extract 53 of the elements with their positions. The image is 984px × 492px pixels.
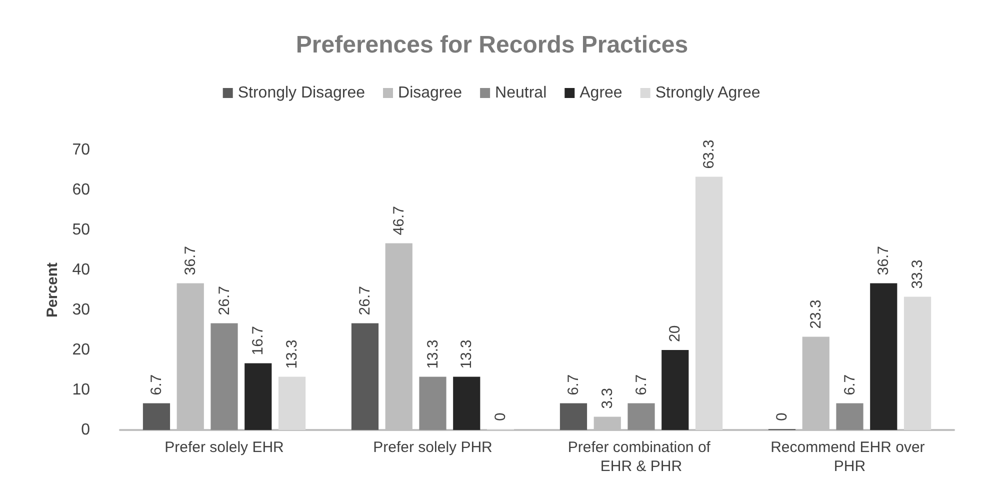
data-label: 0 (492, 412, 510, 421)
y-tick-label: 20 (72, 342, 90, 358)
data-label: 6.7 (148, 374, 165, 396)
bar (351, 323, 379, 430)
legend-label: Neutral (495, 84, 547, 102)
y-tick-label: 50 (72, 222, 90, 238)
data-label: 13.3 (424, 340, 442, 369)
bar (278, 376, 306, 430)
data-label: 16.7 (250, 326, 267, 356)
data-label: 13.3 (458, 340, 476, 369)
y-tick-label: 70 (72, 142, 90, 158)
y-tick-label: 40 (72, 262, 90, 278)
bar (904, 296, 932, 430)
data-label: 20 (666, 325, 684, 342)
data-label: 26.7 (216, 286, 233, 316)
data-label: 0 (773, 412, 790, 421)
x-tick-label: Prefer solely PHR (373, 439, 493, 456)
bar (244, 363, 272, 430)
data-label: 6.7 (841, 374, 858, 396)
bar (210, 323, 238, 430)
y-tick-label: 60 (72, 182, 90, 198)
bar (836, 403, 864, 430)
y-axis-title: Percent (44, 262, 61, 318)
data-label: 46.7 (390, 206, 408, 236)
bar (560, 403, 588, 430)
y-tick-label: 30 (72, 302, 90, 318)
data-label: 23.3 (807, 300, 824, 329)
legend-label: Agree (580, 84, 622, 102)
data-label: 63.3 (700, 140, 718, 169)
bar (453, 376, 480, 430)
data-label: 6.7 (632, 374, 650, 396)
data-label: 36.7 (182, 246, 199, 276)
data-label: 3.3 (598, 388, 616, 409)
bar (628, 403, 655, 430)
bar (870, 283, 898, 430)
bar (662, 350, 689, 430)
legend-label: Strongly Disagree (238, 84, 366, 102)
legend-label: Strongly Agree (655, 84, 760, 102)
data-label: 6.7 (564, 374, 582, 396)
bar (142, 403, 170, 430)
x-tick-label: Prefer combination of EHR & PHR (568, 439, 715, 475)
legend-label: Disagree (398, 84, 462, 102)
data-label: 33.3 (909, 260, 926, 289)
y-tick-label: 10 (72, 382, 90, 398)
x-tick-label: Recommend EHR over PHR (770, 439, 929, 475)
x-tick-label: Prefer solely EHR (164, 439, 284, 456)
y-tick-label: 0 (81, 422, 90, 438)
bar (695, 176, 723, 430)
data-label: 36.7 (875, 246, 892, 276)
bar (419, 376, 446, 430)
data-label: 26.7 (356, 286, 374, 316)
data-label: 13.3 (284, 340, 301, 369)
chart-title: Preferences for Records Practices (296, 32, 688, 58)
